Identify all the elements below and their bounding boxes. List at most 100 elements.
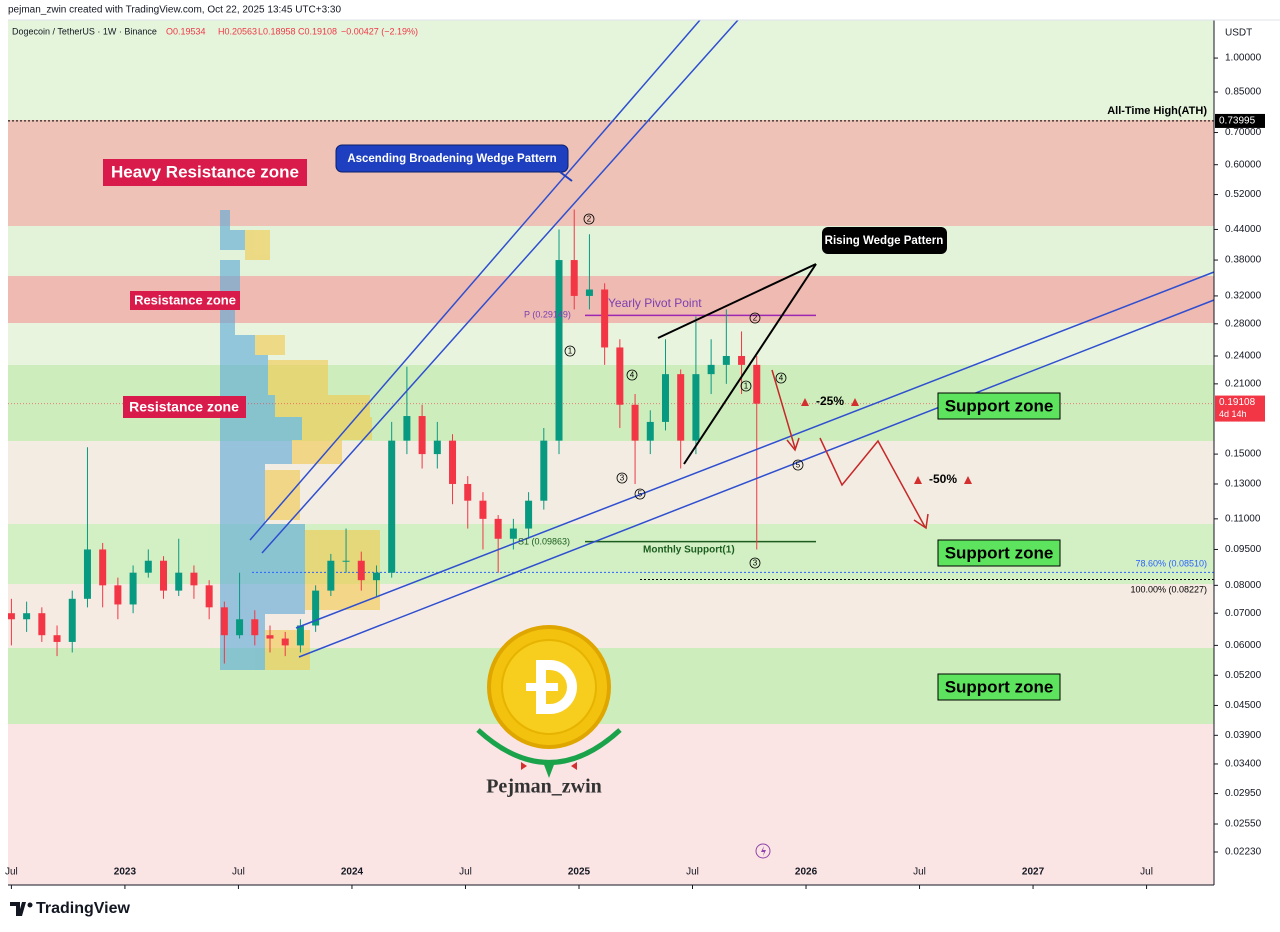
trend-line: [249, 19, 701, 541]
candle-body: [236, 619, 244, 636]
zone-bg: [8, 323, 1214, 365]
candle-body: [342, 560, 350, 562]
zone-label: Heavy Resistance zone: [111, 162, 299, 181]
y-tick-label: 0.24000: [1225, 351, 1262, 362]
y-tick-label: 0.08000: [1225, 580, 1262, 591]
candle-body: [449, 440, 457, 484]
candle-body: [631, 404, 639, 441]
profile-bar: [220, 355, 268, 395]
level-name: Yearly Pivot Point: [608, 296, 702, 310]
brand-logo: [10, 902, 26, 916]
candle-body: [753, 364, 761, 404]
ohlc-open: O0.19534: [166, 26, 206, 36]
x-tick-label: Jul: [459, 867, 472, 878]
x-tick-label: Jul: [1140, 867, 1153, 878]
arrow-head: [913, 513, 929, 530]
profile-bar: [302, 417, 372, 440]
zone-label: Support zone: [945, 677, 1054, 696]
alarm-icon: [801, 398, 809, 406]
target-label: -50%: [929, 472, 957, 486]
wedge-line: [683, 263, 817, 465]
profile-bar: [220, 335, 255, 355]
wave-labels: 2 1 4 3 5 2 1 4 5 3: [564, 213, 804, 569]
author-line: pejman_zwin created with TradingView.com…: [8, 5, 341, 16]
y-tick-label: 0.32000: [1225, 291, 1262, 302]
price-tag: [1215, 395, 1265, 422]
candle-body: [738, 355, 746, 365]
candle-body: [646, 421, 654, 441]
level-name: Monthly Support(1): [643, 545, 735, 556]
x-tick-label: Jul: [5, 867, 18, 878]
candle-body: [114, 585, 122, 605]
wave-circle: [792, 459, 804, 471]
ohlc-high: H0.20563: [218, 26, 257, 36]
candle-body: [296, 625, 304, 646]
label-box: [937, 539, 1061, 567]
x-tick-label: Jul: [232, 867, 245, 878]
candle-body: [327, 560, 335, 591]
trend-line: [295, 271, 1215, 629]
pointer: [559, 171, 573, 182]
profile-bar: [220, 524, 305, 614]
trend-line: [261, 19, 739, 554]
alarm-icon: [914, 476, 922, 484]
profile-bar: [245, 230, 270, 260]
target-label: -25%: [816, 394, 844, 408]
ohlc-low: L0.18958: [258, 26, 296, 36]
zone-bg: [8, 724, 1214, 885]
candle-body: [555, 260, 563, 441]
drawings: [249, 19, 1215, 658]
axes: 1.00000 0.85000 0.70000 0.60000 0.52000 0.440…: [5, 53, 1265, 889]
wave-label: 3: [753, 559, 758, 568]
y-tick-label: 0.52000: [1225, 189, 1262, 200]
profile-bar: [268, 360, 328, 395]
pattern-label: Rising Wedge Pattern: [825, 235, 944, 247]
candle-body: [144, 560, 152, 573]
wave-circle: [626, 369, 638, 381]
y-tick-label: 1.00000: [1225, 53, 1262, 64]
ath-tag: [1215, 113, 1265, 128]
ohlc-close: C0.19108: [298, 26, 337, 36]
arrow: [771, 369, 796, 449]
coin-logo: [476, 625, 622, 778]
volume-profile: [220, 210, 380, 670]
y-tick-label: 0.60000: [1225, 159, 1262, 170]
current-price: 0.19108: [1219, 397, 1256, 408]
y-tick-label: 0.03900: [1225, 730, 1262, 741]
label-box: [123, 396, 246, 418]
wave-label: 1: [744, 382, 749, 391]
label-box: [937, 673, 1061, 701]
level-label: P (0.29149): [524, 309, 571, 319]
profile-bar: [220, 464, 265, 524]
price-axis: [1214, 20, 1280, 885]
coin-glyph-bar: [526, 683, 558, 691]
wave-circle: [634, 488, 646, 500]
event-icon-bolt: [761, 846, 766, 856]
y-tick-label: 0.04500: [1225, 700, 1262, 711]
y-tick-label: 0.13000: [1225, 479, 1262, 490]
fib-label: 78.60% (0.08510): [1135, 558, 1207, 568]
wave-label: 2: [753, 314, 758, 323]
profile-bar: [220, 230, 245, 250]
candle-body: [677, 374, 685, 441]
pattern-box: [335, 144, 569, 173]
ath-label: All-Time High(ATH): [1107, 105, 1207, 117]
profile-bar: [265, 470, 300, 520]
candle-body: [160, 560, 168, 591]
candle-body: [403, 416, 411, 441]
profile-bar: [220, 260, 240, 300]
brand: TradingView: [36, 900, 131, 917]
candle-body: [312, 590, 320, 626]
brand-logo-dot: [27, 902, 33, 908]
zone-bg: [8, 584, 1214, 648]
wave-label: 4: [779, 374, 784, 383]
x-tick-label: 2027: [1022, 867, 1045, 878]
left-margin: [0, 20, 8, 885]
zone-label: Resistance zone: [134, 292, 236, 307]
zone-label: Support zone: [945, 396, 1054, 415]
y-tick-label: 0.03400: [1225, 759, 1262, 770]
wave-label: 5: [638, 490, 643, 499]
wave-label: 2: [587, 215, 592, 224]
candle-body: [175, 572, 183, 591]
